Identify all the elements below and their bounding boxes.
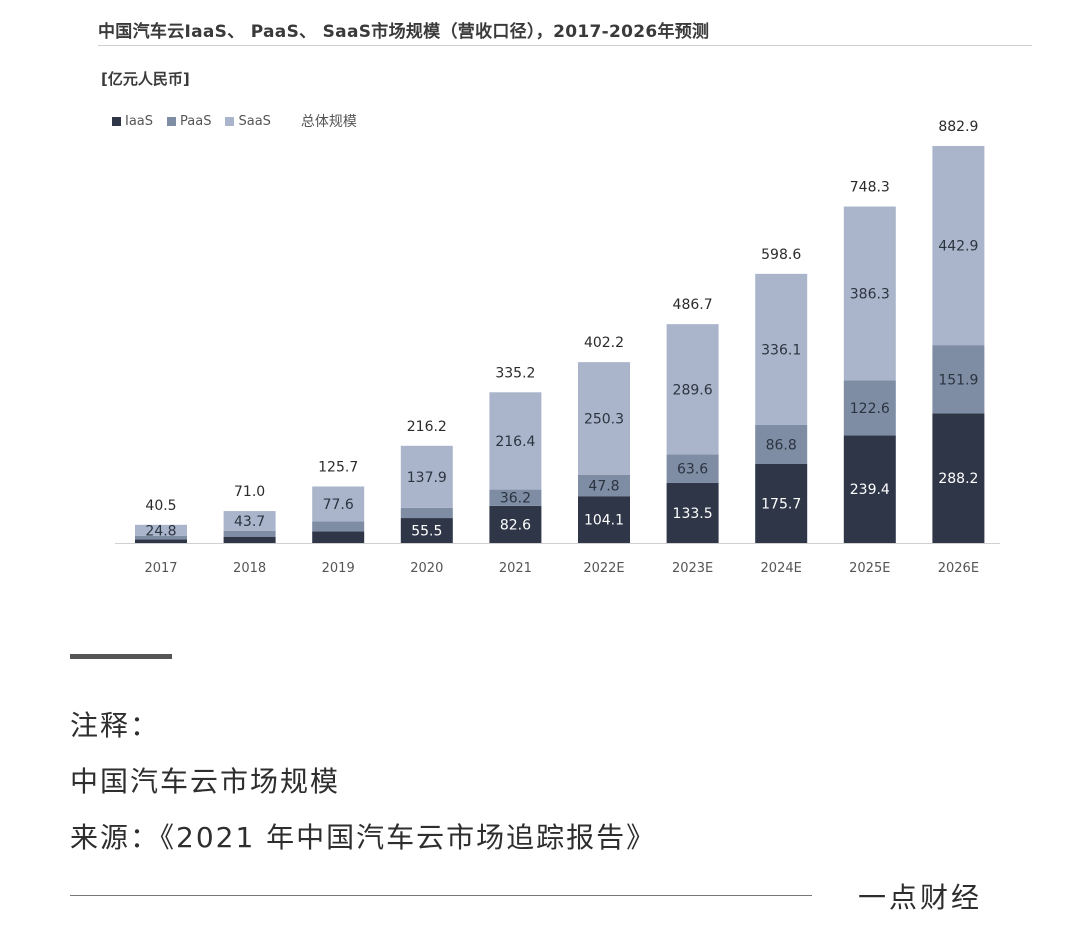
total-label-2018: 71.0 [234,484,265,500]
total-label-2021: 335.2 [495,365,535,381]
value-label-iaas-2026E: 288.2 [938,471,978,487]
value-label-saas-2024E: 336.1 [761,342,801,358]
x-tick-label-2026E: 2026E [938,561,979,576]
bar-iaas-2022E [578,496,630,543]
bar-saas-2018 [223,511,276,531]
title-divider [98,45,1032,46]
note-title: 注释： [70,709,161,742]
total-label-2022E: 402.2 [584,335,624,351]
x-tick-label-2022E: 2022E [583,561,624,576]
total-label-2025E: 748.3 [850,180,890,196]
bar-paas-2023E [666,454,719,483]
x-tick-label-2021: 2021 [499,561,532,576]
bar-iaas-2026E [932,413,985,543]
bar-paas-2022E [578,474,630,497]
legend-item-saas: SaaS [225,113,271,129]
total-label-2024E: 598.6 [761,247,801,263]
x-tick-label-2020: 2020 [410,561,443,576]
value-label-saas-2019: 77.6 [323,497,354,513]
value-label-iaas-2024E: 175.7 [761,496,801,512]
bar-saas-2019 [312,486,365,522]
value-label-iaas-2021: 82.6 [500,517,531,533]
total-label-2026E: 882.9 [938,119,978,135]
bar-paas-2020 [400,507,453,519]
bar-saas-2023E [666,324,719,455]
bar-iaas-2018 [223,536,276,543]
bar-paas-2019 [312,521,365,532]
legend-item-iaas: IaaS [112,114,153,129]
bar-iaas-2025E [843,435,896,543]
stacked-bar-chart: 24.8 40.5 2017 43.7 71.0 2018 77.6 125.7 2019 55.… [115,119,1000,576]
x-tick-label-2017: 2017 [144,561,177,576]
bar-saas-2021 [489,392,542,490]
legend-item-paas: PaaS [167,114,211,129]
total-label-2023E: 486.7 [673,297,713,313]
bar-iaas-2021 [489,505,542,543]
value-label-saas-2023E: 289.6 [673,382,713,398]
total-label-2017: 40.5 [145,498,176,514]
value-label-paas-2022E: 47.8 [588,478,619,494]
bar-iaas-2020 [400,518,453,543]
bar-iaas-2023E [666,482,719,543]
note-line-1: 中国汽车云市场规模 [70,765,341,798]
value-label-saas-2022E: 250.3 [584,411,624,427]
bar-paas-2021 [489,489,542,506]
value-label-paas-2026E: 151.9 [938,372,978,388]
value-label-paas-2021: 36.2 [500,491,531,507]
bar-saas-2025E [843,206,896,381]
bar-iaas-2019 [312,531,365,543]
value-label-iaas-2025E: 239.4 [850,482,890,498]
bar-iaas-2024E [755,463,808,543]
value-label-iaas-2022E: 104.1 [584,513,624,529]
bar-paas-2024E [755,424,808,464]
footer-accent-bar [70,654,172,659]
x-tick-label-2018: 2018 [233,561,266,576]
bar-saas-2022E [578,362,630,475]
legend-swatch-saas [225,116,235,126]
footer-divider [70,895,812,896]
value-label-paas-2024E: 86.8 [766,437,797,453]
total-label-2020: 216.2 [407,419,447,435]
bar-saas-2026E [932,145,985,346]
bar-iaas-2017 [135,539,187,543]
bar-paas-2026E [932,345,985,414]
chart-title: 中国汽车云IaaS、 PaaS、 SaaS市场规模（营收口径），2017-202… [98,22,710,42]
value-label-paas-2023E: 63.6 [677,462,708,478]
x-tick-label-2024E: 2024E [761,561,802,576]
unit-label: [亿元人民币] [101,70,190,88]
legend-swatch-iaas [112,116,121,126]
legend-label-total: 总体规模 [300,114,357,130]
bar-saas-2024E [755,273,808,425]
legend-label-iaas: IaaS [125,113,154,129]
value-label-saas-2025E: 386.3 [850,286,890,302]
bar-paas-2025E [843,380,896,436]
legend-swatch-paas [167,116,177,126]
value-label-iaas-2020: 55.5 [411,524,442,540]
value-label-saas-2026E: 442.9 [938,239,978,255]
brand-label: 一点财经 [858,881,983,914]
value-label-saas-2021: 216.4 [495,434,535,450]
value-label-saas-2020: 137.9 [407,470,447,486]
value-label-saas-2017: 24.8 [145,523,176,539]
bar-paas-2018 [223,530,276,537]
source-line: 来源：《2021 年中国汽车云市场追踪报告》 [70,821,657,854]
bar-saas-2017 [135,524,187,536]
value-label-saas-2018: 43.7 [234,514,265,530]
legend: IaaS PaaS SaaS 总体规模 [112,111,357,131]
x-tick-label-2025E: 2025E [849,561,890,576]
legend-label-saas: SaaS [238,113,271,129]
value-label-paas-2025E: 122.6 [850,401,890,417]
total-label-2019: 125.7 [318,459,358,475]
bar-paas-2017 [135,535,187,540]
x-tick-label-2023E: 2023E [672,561,713,576]
bar-saas-2020 [400,445,453,508]
x-tick-label-2019: 2019 [322,561,355,576]
legend-label-paas: PaaS [180,113,212,129]
value-label-iaas-2023E: 133.5 [673,506,713,522]
